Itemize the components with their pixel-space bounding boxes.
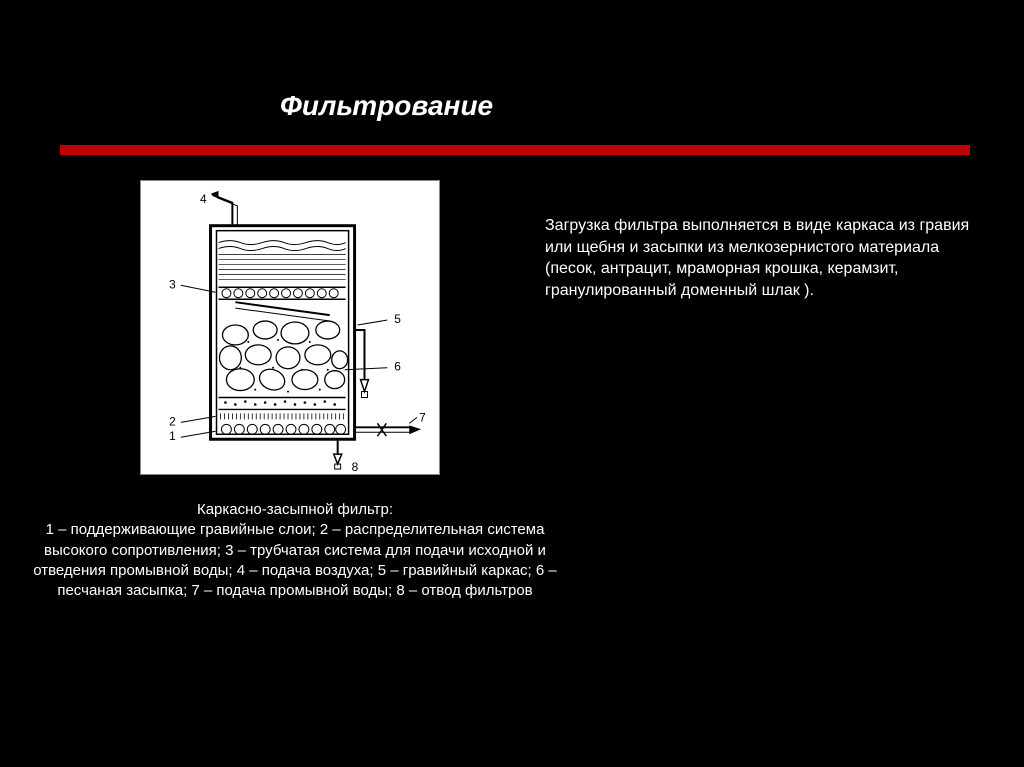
description-text: Загрузка фильтра выполняется в виде карк… [545,215,985,301]
filter-schematic-svg: 1 2 3 4 5 6 7 8 [141,181,439,474]
diagram-label-6: 6 [394,360,401,374]
diagram-label-7: 7 [419,410,426,424]
filter-diagram: 1 2 3 4 5 6 7 8 [140,180,440,475]
diagram-label-3: 3 [169,277,176,291]
diagram-label-4: 4 [200,192,207,206]
caption-body: 1 – поддерживающие гравийные слои; 2 – р… [33,521,557,599]
diagram-caption: Каркасно-засыпной фильтр: 1 – поддержива… [30,500,560,601]
diagram-label-5: 5 [394,312,401,326]
slide-title: Фильтрование [280,90,493,122]
diagram-label-1: 1 [169,429,176,443]
diagram-label-8: 8 [352,460,359,474]
divider-bar [60,145,970,155]
caption-title: Каркасно-засыпной фильтр: [197,501,393,518]
diagram-label-2: 2 [169,414,176,428]
